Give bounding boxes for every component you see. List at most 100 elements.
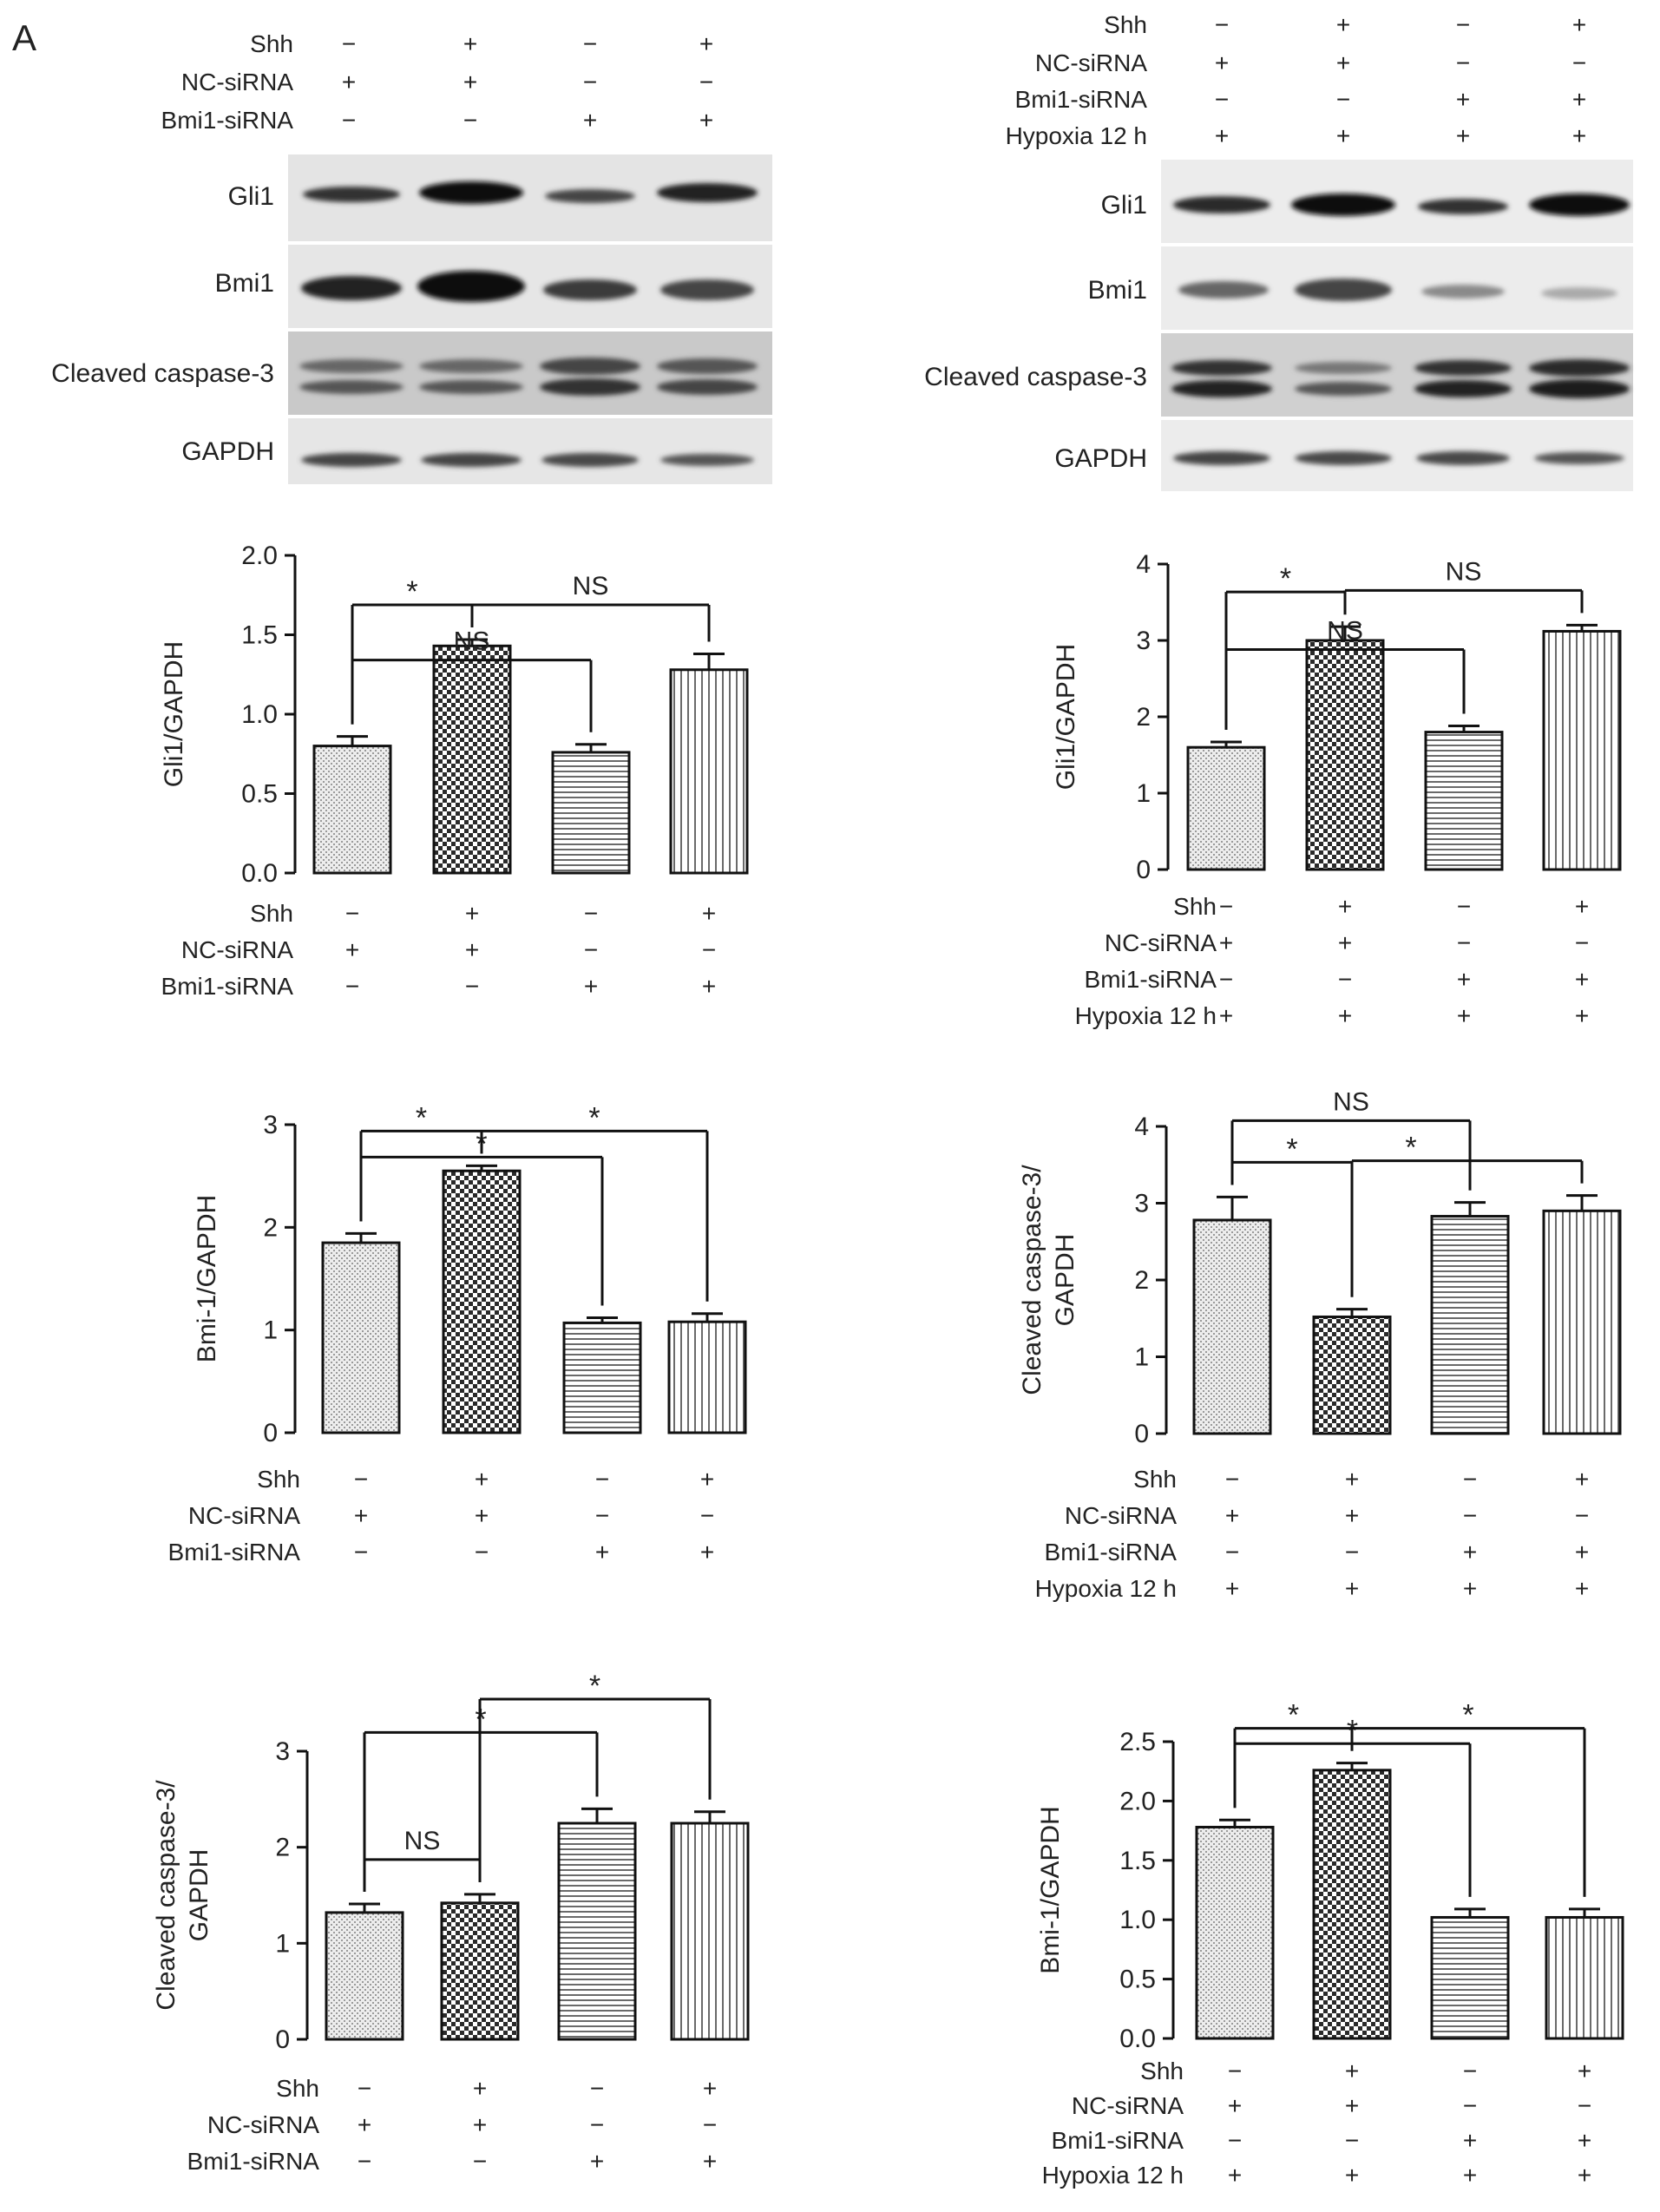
- y-axis-label: Gli1/GAPDH: [1052, 644, 1080, 790]
- condition-label: Bmi1-siRNA: [161, 107, 294, 134]
- y-axis-label: Gli1/GAPDH: [160, 641, 188, 787]
- y-axis-label: GAPDH: [1051, 1234, 1079, 1327]
- significance-label: NS: [573, 572, 609, 601]
- condition-sign: +: [1336, 11, 1350, 38]
- blot-label: Bmi1: [1088, 276, 1147, 305]
- condition-sign: −: [1228, 2058, 1242, 2084]
- bar: [1430, 1215, 1510, 1435]
- condition-sign: −: [1463, 1466, 1477, 1493]
- condition-label: Bmi1-siRNA: [161, 973, 294, 1000]
- bar: [1430, 1915, 1510, 2040]
- condition-label: Hypoxia 12 h: [1035, 1575, 1177, 1602]
- condition-sign: +: [702, 900, 716, 927]
- condition-sign: −: [1575, 1502, 1589, 1529]
- y-tick-label: 0: [1134, 1420, 1149, 1448]
- condition-sign: +: [1338, 893, 1352, 920]
- blot-label: GAPDH: [1054, 444, 1147, 473]
- condition-label: Bmi1-siRNA: [187, 2148, 320, 2175]
- condition-sign: −: [465, 973, 479, 1000]
- condition-sign: −: [1225, 1466, 1239, 1493]
- condition-sign: +: [1219, 1002, 1233, 1029]
- right-blot-section: Shh − + − + NC-siRNA + + − − Bmi1-siRNA …: [924, 11, 1633, 491]
- condition-sign: −: [702, 936, 716, 963]
- condition-sign: +: [1575, 1466, 1589, 1493]
- bar: [442, 1169, 522, 1434]
- chart-left-gli1-gapdh: 0.0 0.5 1.0 1.5 2.0 Gli1/GAPDH NS * NS Shh − + − + NC-…: [160, 542, 749, 1000]
- y-tick-label: 2.0: [1119, 1787, 1156, 1815]
- condition-sign: −: [1463, 2058, 1477, 2084]
- condition-sign: +: [1336, 49, 1350, 76]
- condition-sign: +: [1578, 2058, 1591, 2084]
- significance-label: *: [588, 1101, 600, 1134]
- blot-strip-bmi1: Bmi1: [1088, 246, 1633, 330]
- condition-sign: −: [1338, 966, 1352, 993]
- blot-label: Gli1: [228, 182, 274, 211]
- condition-sign: +: [475, 1502, 489, 1529]
- condition-sign: +: [1225, 1575, 1239, 1602]
- condition-sign: +: [473, 2111, 487, 2138]
- condition-sign: −: [584, 936, 598, 963]
- condition-sign: −: [700, 1502, 714, 1529]
- condition-sign: +: [1457, 966, 1471, 993]
- chart-right-cleaved-caspase-3-gapdh: 0 1 2 3 4 Cleaved caspase-3/GAPDH NS * * Shh − + − + N…: [1018, 1087, 1622, 1602]
- condition-sign: +: [1456, 122, 1470, 149]
- condition-sign: +: [465, 900, 479, 927]
- right-condition-header: Shh − + − + NC-siRNA + + − − Bmi1-siRNA …: [1006, 11, 1587, 149]
- blot-strip-cleaved-caspase-3: Cleaved caspase-3: [924, 333, 1633, 417]
- bar: [325, 1911, 404, 2041]
- condition-sign: −: [1456, 49, 1470, 76]
- blot-label: Gli1: [1101, 191, 1147, 220]
- condition-sign: +: [595, 1539, 609, 1565]
- significance-label: *: [1280, 562, 1291, 595]
- blot-strip-bmi1: Bmi1: [215, 245, 772, 328]
- y-tick-label: 3: [1134, 1190, 1149, 1218]
- condition-label: NC-siRNA: [207, 2111, 319, 2138]
- y-tick-label: 0.5: [241, 780, 278, 809]
- condition-sign: +: [465, 936, 479, 963]
- condition-sign: −: [1463, 1502, 1477, 1529]
- significance-label: *: [1462, 1699, 1473, 1732]
- condition-sign: −: [595, 1466, 609, 1493]
- blot-strip-gli1: Gli1: [228, 154, 772, 241]
- y-tick-label: 2: [1136, 703, 1151, 732]
- condition-sign: −: [1457, 893, 1471, 920]
- condition-sign: −: [358, 2075, 371, 2102]
- condition-sign: +: [1219, 929, 1233, 956]
- blot-strip-gapdh: GAPDH: [1054, 420, 1633, 491]
- condition-label: NC-siRNA: [181, 936, 293, 963]
- condition-sign: +: [342, 69, 356, 95]
- y-tick-label: 4: [1134, 1113, 1149, 1141]
- condition-label: NC-siRNA: [1035, 49, 1147, 76]
- bar: [562, 1321, 642, 1434]
- condition-sign: +: [700, 1466, 714, 1493]
- y-tick-label: 1.0: [1119, 1906, 1156, 1934]
- significance-label: *: [406, 575, 417, 608]
- condition-sign: +: [703, 2075, 717, 2102]
- condition-label: Shh: [276, 2075, 319, 2102]
- y-tick-label: 2: [275, 1834, 290, 1862]
- condition-sign: +: [1463, 2162, 1477, 2189]
- y-tick-label: 1.5: [241, 621, 278, 650]
- condition-sign: −: [1225, 1539, 1239, 1565]
- blot-label: Cleaved caspase-3: [924, 363, 1147, 391]
- condition-sign: +: [1463, 1539, 1477, 1565]
- condition-label: Shh: [250, 900, 293, 927]
- bar: [1305, 639, 1385, 871]
- blot-label: GAPDH: [181, 437, 274, 466]
- condition-sign: −: [590, 2075, 604, 2102]
- condition-label: Shh: [257, 1466, 300, 1493]
- condition-sign: +: [1463, 1575, 1477, 1602]
- condition-sign: +: [1463, 2127, 1477, 2154]
- condition-sign: −: [345, 973, 359, 1000]
- y-tick-label: 2: [263, 1213, 278, 1242]
- condition-label: Shh: [1140, 2058, 1184, 2084]
- y-tick-label: 2.5: [1119, 1728, 1156, 1756]
- condition-sign: +: [703, 2148, 717, 2175]
- condition-sign: +: [1575, 893, 1589, 920]
- condition-label: NC-siRNA: [1072, 2092, 1184, 2119]
- condition-row: Hypoxia 12 h + + + +: [1006, 122, 1587, 149]
- y-tick-label: 2: [1134, 1266, 1149, 1295]
- y-axis-label: GAPDH: [185, 1849, 213, 1942]
- condition-label: NC-siRNA: [1105, 929, 1217, 956]
- significance-label: NS: [454, 627, 490, 656]
